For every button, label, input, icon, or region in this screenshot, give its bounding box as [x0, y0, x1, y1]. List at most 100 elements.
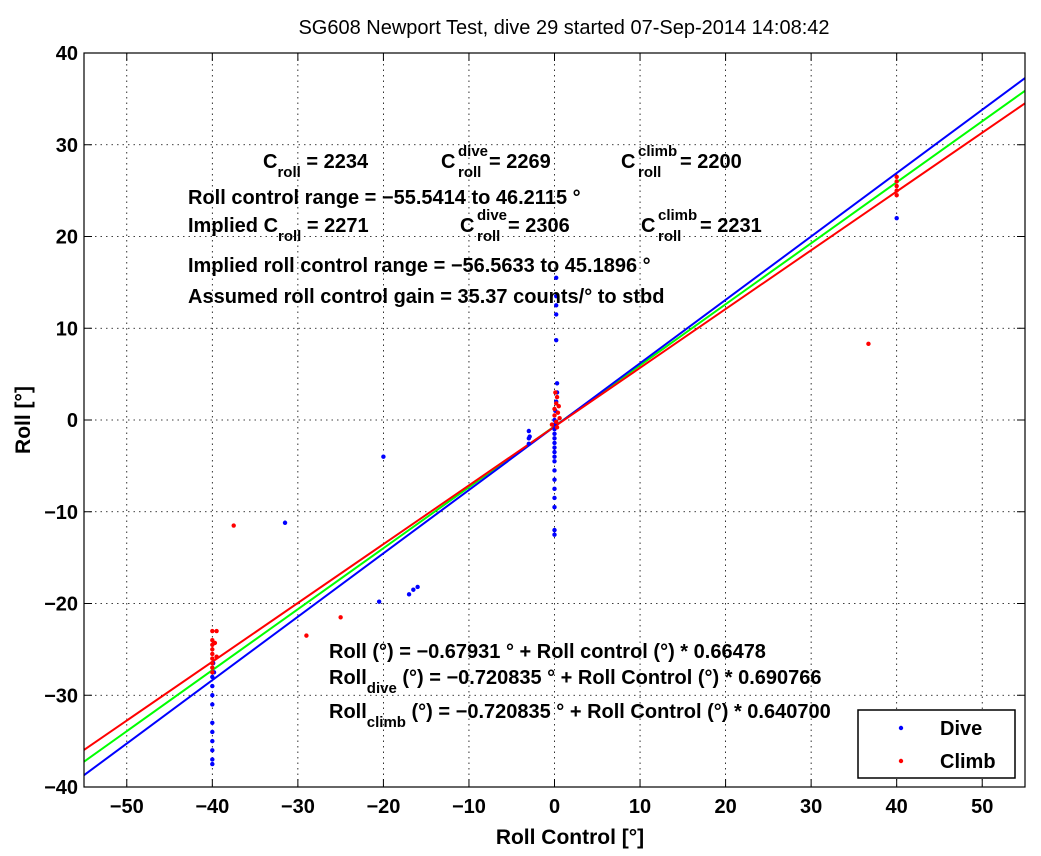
x-tick-label: 40: [886, 796, 908, 818]
implied-dive-sub: roll: [477, 228, 500, 245]
point-dive: [552, 468, 557, 473]
x-tick-labels: −50 −40 −30 −20 −10 0 10 20 30 40 50: [110, 796, 994, 818]
svg-text:Croll = 2234: Croll = 2234: [263, 151, 369, 181]
x-tick-label: −30: [281, 796, 315, 818]
point-dive: [552, 436, 557, 441]
point-climb: [231, 523, 236, 528]
c-roll-annotation: Croll = 2234 C dive roll = 2269 C climb …: [263, 143, 742, 181]
point-dive: [552, 495, 557, 501]
x-tick-label: −50: [110, 796, 144, 818]
point-dive: [552, 527, 557, 533]
x-tick-label: −20: [366, 796, 400, 818]
point-climb: [210, 660, 215, 666]
point-climb: [557, 415, 562, 421]
c-roll-value: = 2234: [301, 151, 369, 173]
climb-eq-main: Roll: [329, 701, 367, 723]
point-dive: [554, 312, 559, 317]
point-dive: [554, 337, 559, 343]
point-climb: [210, 670, 215, 675]
implied-climb-value: = 2231: [700, 215, 762, 237]
point-dive: [527, 434, 532, 439]
point-climb: [894, 193, 899, 198]
c-dive-value: = 2269: [489, 151, 551, 173]
implied-prefix: Implied C: [188, 215, 278, 237]
point-dive: [406, 592, 412, 597]
point-climb: [554, 394, 560, 400]
point-climb: [866, 341, 871, 347]
c-dive-sub: roll: [458, 164, 481, 181]
plot-frame: [83, 52, 1026, 788]
legend-marker-dive: [898, 725, 904, 731]
point-climb: [214, 628, 219, 634]
point-dive: [552, 454, 557, 459]
implied-dive-main: C: [460, 215, 474, 237]
axes-frame: [83, 52, 1026, 788]
legend: Dive Climb: [857, 709, 1016, 779]
implied-climb-sup: climb: [658, 207, 697, 224]
dive-fit-equation: Rolldive (°) = −0.720835 ° + Roll Contro…: [329, 667, 822, 697]
point-dive: [526, 428, 532, 434]
point-dive: [894, 215, 899, 221]
point-dive: [552, 486, 557, 492]
point-climb: [210, 647, 215, 652]
y-axis-label: Roll [°]: [12, 386, 35, 454]
x-tick-label: 30: [800, 796, 822, 818]
y-tick-labels: −40 −30 −20 −10 0 10 20 30 40: [44, 43, 78, 799]
point-climb: [210, 656, 215, 661]
point-dive: [210, 748, 215, 753]
y-tick-label: 30: [56, 135, 78, 157]
c-climb-value: = 2200: [680, 151, 742, 173]
point-dive: [210, 757, 215, 762]
point-dive: [554, 381, 560, 386]
implied-dive-value: = 2306: [508, 215, 570, 237]
legend-box: [857, 709, 1016, 779]
implied-range-line: Implied roll control range = −56.5633 to…: [188, 255, 651, 277]
c-dive-sup: dive: [458, 143, 488, 160]
c-roll-main: C: [263, 151, 277, 173]
y-tick-label: −20: [44, 594, 78, 616]
point-dive: [210, 674, 215, 680]
dive-eq-rest: (°) = −0.720835 ° + Roll Control (°) * 0…: [397, 667, 822, 689]
legend-label-dive: Dive: [940, 718, 982, 740]
point-dive: [210, 683, 215, 689]
point-dive: [552, 431, 557, 436]
climb-fit-equation: Rollclimb (°) = −0.720835 ° + Roll Contr…: [329, 701, 831, 731]
svg-text:Implied Croll = 2271: Implied Croll = 2271: [188, 215, 369, 245]
y-tick-label: 20: [56, 227, 78, 249]
x-axis-label: Roll Control [°]: [496, 826, 644, 849]
point-climb: [554, 425, 560, 430]
point-dive: [552, 459, 557, 464]
point-dive: [552, 477, 557, 482]
point-dive: [552, 449, 557, 455]
point-dive: [552, 532, 557, 537]
y-tick-label: −30: [44, 685, 78, 707]
implied-sub: roll: [278, 228, 301, 245]
point-dive: [210, 738, 215, 744]
point-dive: [554, 275, 559, 280]
point-dive: [554, 293, 559, 299]
point-climb: [894, 183, 899, 189]
point-climb: [894, 179, 899, 184]
point-dive: [411, 587, 416, 592]
point-dive: [381, 454, 386, 459]
point-dive: [552, 440, 557, 446]
point-dive: [210, 702, 215, 707]
point-dive: [210, 693, 215, 698]
point-climb: [553, 390, 558, 395]
x-tick-label: −10: [452, 796, 486, 818]
point-dive: [282, 520, 288, 525]
point-climb: [304, 633, 309, 638]
legend-label-climb: Climb: [940, 751, 996, 773]
y-tick-label: −10: [44, 502, 78, 524]
data-points: [210, 174, 899, 767]
point-climb: [210, 651, 215, 657]
point-climb: [212, 640, 218, 646]
point-dive: [552, 504, 557, 510]
fit-equation: Roll (°) = −0.67931 ° + Roll control (°)…: [329, 641, 766, 663]
y-tick-label: 40: [56, 43, 78, 65]
implied-climb-main: C: [641, 215, 655, 237]
point-dive: [210, 720, 215, 725]
gain-line: Assumed roll control gain = 35.37 counts…: [188, 286, 664, 308]
point-climb: [555, 410, 561, 415]
implied-c-roll-annotation: Implied Croll = 2271 C dive roll = 2306 …: [188, 207, 762, 245]
